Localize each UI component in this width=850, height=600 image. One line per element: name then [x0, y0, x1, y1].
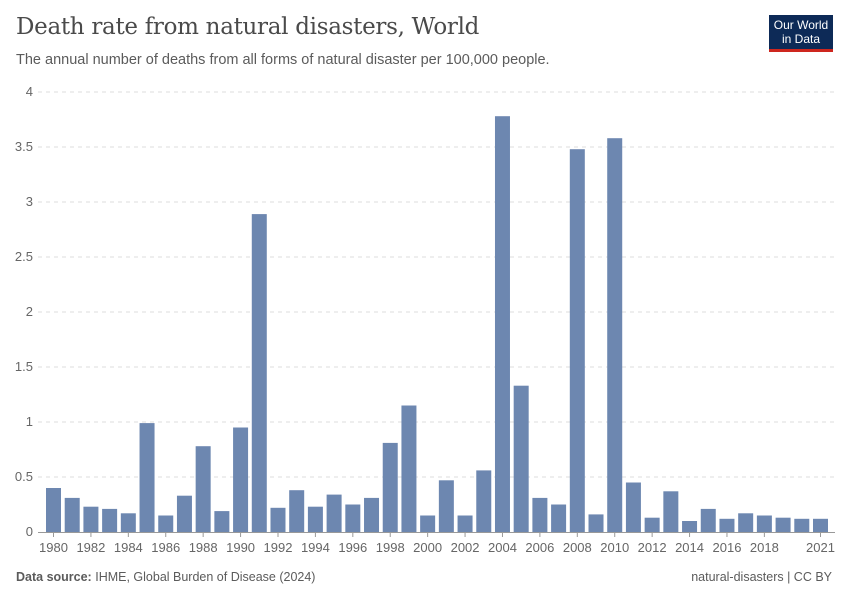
bar-1984 — [120, 513, 136, 532]
bar-2006 — [532, 497, 548, 532]
bar-1991 — [251, 214, 267, 532]
y-tick-label: 2.5 — [15, 249, 33, 264]
bar-2000 — [420, 515, 436, 532]
data-source: Data source: IHME, Global Burden of Dise… — [16, 570, 315, 584]
chart-subtitle: The annual number of deaths from all for… — [16, 52, 550, 68]
y-tick-label: 0.5 — [15, 469, 33, 484]
bar-2013 — [663, 491, 679, 532]
bar-2009 — [588, 514, 604, 532]
x-tick-label: 2004 — [488, 540, 517, 555]
bar-2016 — [719, 518, 735, 532]
bar-2008 — [569, 149, 585, 532]
bar-1993 — [289, 490, 305, 532]
bar-1986 — [158, 515, 174, 532]
x-tick-label: 2006 — [525, 540, 554, 555]
bar-1982 — [83, 506, 99, 532]
bar-2018 — [756, 515, 772, 532]
x-tick-label: 2002 — [451, 540, 480, 555]
x-tick-label: 2000 — [413, 540, 442, 555]
bar-2003 — [476, 470, 492, 532]
y-tick-label: 1 — [26, 414, 33, 429]
x-tick-label: 1986 — [151, 540, 180, 555]
y-tick-label: 3.5 — [15, 139, 33, 154]
x-tick-label: 1980 — [39, 540, 68, 555]
bar-2001 — [438, 480, 454, 532]
x-tick-label: 2018 — [750, 540, 779, 555]
x-tick-label: 1996 — [338, 540, 367, 555]
bar-2004 — [494, 116, 510, 532]
bar-1998 — [382, 442, 398, 532]
chart-title: Death rate from natural disasters, World — [16, 14, 480, 40]
bar-1989 — [214, 511, 230, 532]
x-tick-label: 2012 — [638, 540, 667, 555]
y-tick-label: 0 — [26, 524, 33, 539]
bar-2012 — [644, 517, 660, 532]
x-tick-label: 2014 — [675, 540, 704, 555]
source-label: Data source: — [16, 570, 92, 584]
bar-1988 — [195, 446, 211, 532]
bar-2020 — [794, 518, 810, 532]
bar-1996 — [345, 504, 361, 532]
bar-2021 — [813, 518, 828, 532]
x-tick-label: 1998 — [376, 540, 405, 555]
bar-1987 — [176, 495, 192, 532]
footer-license[interactable]: natural-disasters | CC BY — [691, 570, 832, 584]
bar-1999 — [401, 405, 417, 532]
bar-2015 — [700, 508, 716, 532]
bar-2019 — [775, 517, 791, 532]
x-tick-label: 2021 — [806, 540, 835, 555]
y-tick-label: 1.5 — [15, 359, 33, 374]
bar-1994 — [307, 506, 323, 532]
bar-1983 — [102, 508, 118, 532]
x-tick-label: 1990 — [226, 540, 255, 555]
owid-logo[interactable]: Our World in Data — [769, 15, 833, 52]
y-tick-label: 4 — [26, 84, 33, 99]
bar-2011 — [625, 482, 641, 532]
bar-1981 — [64, 497, 80, 532]
x-tick-label: 1994 — [301, 540, 330, 555]
x-tick-label: 2008 — [563, 540, 592, 555]
bar-1997 — [364, 497, 380, 532]
bar-1980 — [46, 488, 61, 532]
bar-1990 — [233, 427, 249, 532]
x-tick-label: 1988 — [189, 540, 218, 555]
bar-2007 — [551, 504, 567, 532]
y-tick-label: 3 — [26, 194, 33, 209]
y-tick-label: 2 — [26, 304, 33, 319]
bar-2002 — [457, 515, 473, 532]
bar-2010 — [607, 138, 623, 532]
bar-1992 — [270, 507, 286, 532]
x-tick-label: 1992 — [264, 540, 293, 555]
bar-2017 — [738, 513, 754, 532]
bar-1985 — [139, 423, 155, 532]
x-tick-label: 1984 — [114, 540, 143, 555]
x-tick-label: 2016 — [713, 540, 742, 555]
x-tick-label: 2010 — [600, 540, 629, 555]
bar-1995 — [326, 494, 342, 532]
source-text[interactable]: IHME, Global Burden of Disease (2024) — [95, 570, 316, 584]
x-tick-label: 1982 — [76, 540, 105, 555]
bar-2014 — [682, 521, 698, 532]
bar-2005 — [513, 385, 529, 532]
